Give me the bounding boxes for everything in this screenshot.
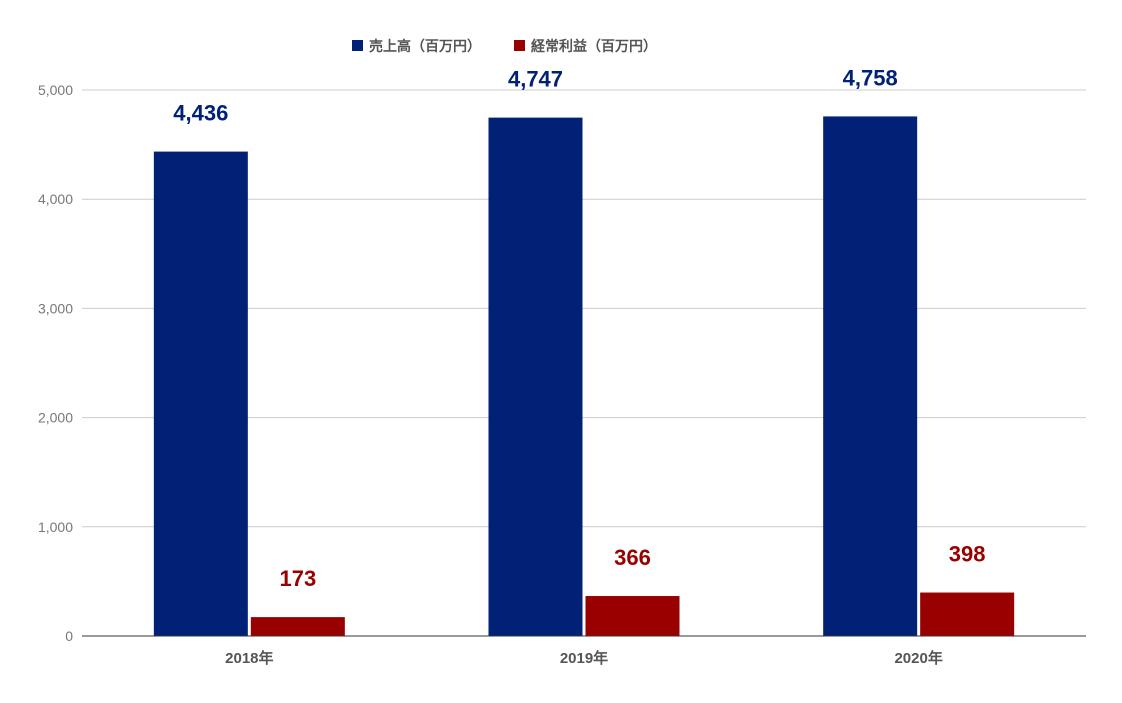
bar-sales — [153, 151, 248, 636]
legend-label-ordinary-profit: 経常利益（百万円） — [531, 38, 657, 54]
data-label-sales: 4,758 — [843, 65, 898, 90]
legend: 売上高（百万円） 経常利益（百万円） — [352, 38, 657, 54]
data-labels: 4,436 173 4,747 366 4,758 398 — [173, 65, 985, 591]
data-label-sales: 4,436 — [173, 101, 228, 126]
x-axis-ticks: 2018年 2019年 2020年 — [225, 649, 943, 667]
y-axis-ticks: 0 1,000 2,000 3,000 4,000 5,000 — [38, 82, 73, 644]
bars — [153, 116, 1015, 637]
y-tick-label: 0 — [65, 628, 73, 644]
x-tick-label: 2018年 — [225, 649, 273, 667]
legend-label-sales: 売上高（百万円） — [369, 38, 481, 54]
data-label-ordinary-profit: 173 — [279, 566, 316, 591]
x-tick-label: 2020年 — [894, 649, 942, 667]
bar-sales — [823, 116, 918, 637]
y-tick-label: 2,000 — [38, 410, 73, 426]
bar-ordinary-profit — [250, 617, 345, 636]
y-tick-label: 5,000 — [38, 82, 73, 98]
data-label-ordinary-profit: 398 — [949, 542, 986, 567]
gridlines — [82, 89, 1086, 528]
data-label-ordinary-profit: 366 — [614, 545, 651, 570]
y-tick-label: 4,000 — [38, 191, 73, 207]
bar-ordinary-profit — [585, 596, 680, 636]
y-tick-label: 1,000 — [38, 519, 73, 535]
bar-sales — [488, 117, 583, 636]
x-tick-label: 2019年 — [560, 649, 608, 667]
legend-swatch-ordinary-profit — [514, 40, 525, 51]
legend-swatch-sales — [352, 40, 363, 51]
data-label-sales: 4,747 — [508, 67, 563, 92]
bar-ordinary-profit — [920, 592, 1015, 636]
y-tick-label: 3,000 — [38, 300, 73, 316]
